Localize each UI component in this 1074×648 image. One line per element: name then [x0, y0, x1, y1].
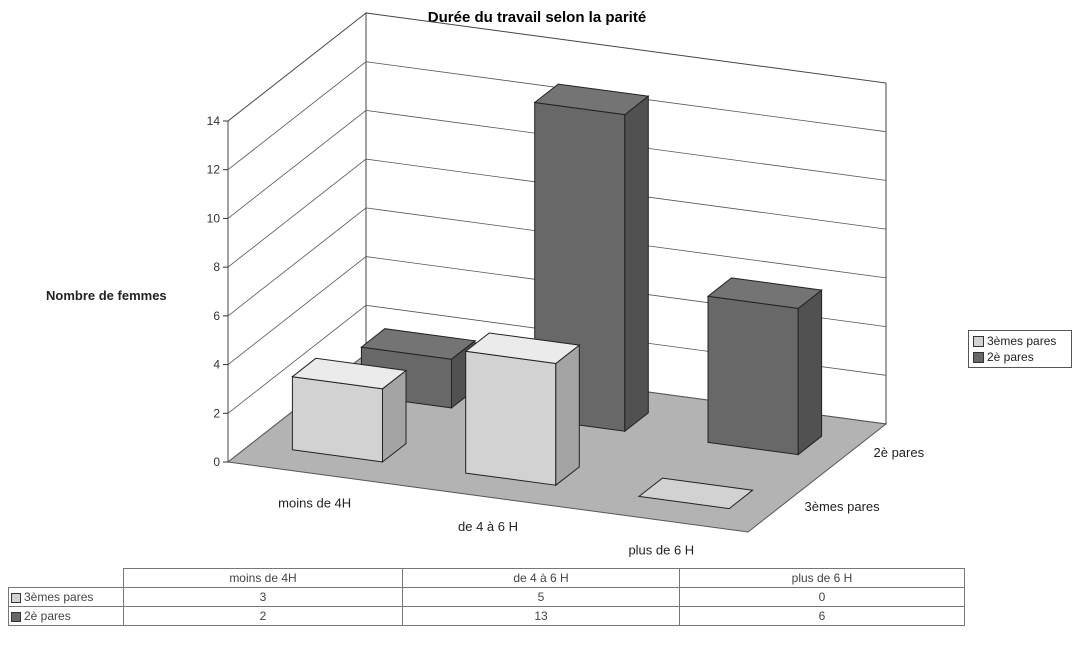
bar-series1-front	[465, 350, 557, 486]
y-tick-label: 14	[207, 114, 221, 128]
table-cell: 0	[679, 587, 965, 607]
bar-series2-top	[360, 328, 477, 360]
table-cell: 6	[679, 606, 965, 626]
bar-series1-side	[555, 344, 580, 487]
bar-series2-front	[707, 295, 799, 456]
data-table: moins de 4H de 4 à 6 H plus de 6 H 3èmes…	[8, 568, 965, 626]
gridline	[227, 61, 887, 171]
y-tick-label: 4	[213, 358, 220, 372]
y-tick-label: 6	[213, 309, 220, 323]
y-tick-label: 2	[213, 406, 220, 420]
y-tick-label: 8	[213, 260, 220, 274]
legend: 3èmes pares 2è pares	[968, 330, 1072, 368]
legend-item: 2è pares	[973, 349, 1071, 365]
row-label: 3èmes pares	[24, 590, 94, 604]
row-label: 2è pares	[24, 609, 71, 623]
depth-series-label: 2è pares	[874, 445, 925, 460]
bar-series1-top	[291, 357, 408, 390]
gridline	[227, 158, 887, 268]
legend-swatch-2e-pares	[973, 351, 984, 363]
table-row-header: 2è pares	[8, 606, 124, 626]
chart-title: Durée du travail selon la parité	[428, 9, 646, 26]
gridline	[227, 109, 887, 219]
table-row-header: 3èmes pares	[8, 587, 124, 607]
depth-series-label: 3èmes pares	[805, 499, 881, 514]
table-cell: 13	[402, 606, 680, 626]
table-cell: 2	[123, 606, 403, 626]
bar-series2-side	[797, 289, 823, 456]
table-header-cell: moins de 4H	[123, 568, 403, 588]
table-cell: 5	[402, 587, 680, 607]
legend-label: 3èmes pares	[987, 334, 1057, 348]
y-tick-label: 12	[207, 163, 221, 177]
legend-swatch-3emes-pares	[973, 335, 984, 347]
x-category-label: plus de 6 H	[628, 542, 694, 557]
table-header-cell: plus de 6 H	[679, 568, 965, 588]
bar-series1-flat	[637, 477, 754, 510]
bar-series2-side	[624, 95, 649, 433]
x-category-label: de 4 à 6 H	[458, 519, 518, 534]
table-header-row: moins de 4H de 4 à 6 H plus de 6 H	[8, 568, 965, 588]
table-cell: 3	[123, 587, 403, 607]
x-category-label: moins de 4H	[278, 496, 351, 511]
bar-series2-top	[533, 83, 650, 116]
bar-series1-front	[291, 376, 383, 463]
table-row: 2è pares 2 13 6	[8, 606, 965, 626]
table-row: 3èmes pares 3 5 0	[8, 587, 965, 607]
y-axis-label: Nombre de femmes	[46, 288, 167, 303]
bar-series1-top	[464, 332, 581, 365]
table-header-cell: de 4 à 6 H	[402, 568, 680, 588]
y-tick-label: 10	[207, 211, 221, 225]
legend-item: 3èmes pares	[973, 333, 1071, 349]
table-corner	[8, 568, 124, 588]
plot-area: 0 2 4 6 8 10 12 14 moins de 4H de 4 à 6 H plus de …	[207, 11, 925, 557]
gridline	[227, 207, 887, 317]
bar-series2-top	[706, 277, 823, 309]
y-tick-label: 0	[213, 455, 220, 469]
legend-label: 2è pares	[987, 350, 1034, 364]
